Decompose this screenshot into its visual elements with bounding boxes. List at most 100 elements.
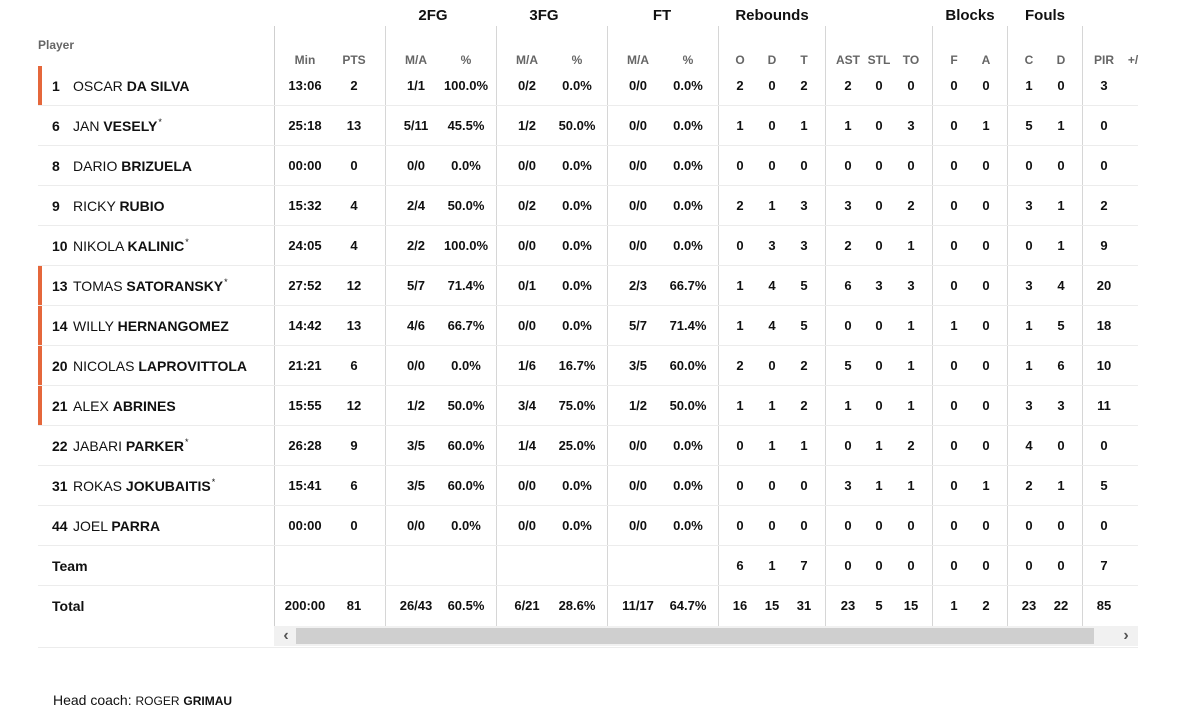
player-name[interactable]: WILLY HERNANGOMEZ	[73, 318, 229, 334]
player-name[interactable]: NIKOLA KALINIC*	[73, 237, 189, 254]
stat-cell: 5	[875, 598, 883, 613]
stat-cell: 0/0	[517, 518, 537, 533]
stat-cell: 1	[1025, 318, 1033, 333]
column-header: %	[460, 53, 472, 67]
stat-cell: 0/0	[628, 438, 648, 453]
stat-cell: 7	[800, 558, 808, 573]
stat-cell: 24:05	[288, 238, 322, 253]
player-last-name: HERNANGOMEZ	[117, 318, 229, 334]
stat-cell: 13	[346, 118, 362, 133]
row-divider	[38, 545, 1138, 546]
player-first-name: NIKOLA	[73, 238, 124, 254]
stat-cell: 1	[844, 118, 852, 133]
stat-cell: 0	[1025, 158, 1033, 173]
table-row[interactable]: 10 NIKOLA KALINIC* 24:05 4 2/2 100.0% 0/0 0.0% 0…	[38, 226, 1138, 266]
player-name[interactable]: OSCAR DA SILVA	[73, 78, 189, 94]
player-name[interactable]: JABARI PARKER*	[73, 437, 189, 454]
stat-cell: 0.0%	[673, 118, 703, 133]
stat-cell: 3/5	[406, 478, 426, 493]
stat-cell: 0	[1057, 158, 1065, 173]
stat-cell: 0.0%	[451, 358, 481, 373]
team-row-label: Team	[52, 558, 88, 574]
player-last-name: JOKUBAITIS	[125, 478, 211, 494]
stat-cell: 0	[1057, 438, 1065, 453]
stat-cell: 1	[1057, 198, 1065, 213]
table-row[interactable]: 13 TOMAS SATORANSKY* 27:52 12 5/7 71.4% 0/1 0.0…	[38, 266, 1138, 306]
row-divider	[38, 385, 1138, 386]
stat-cell: 0.0%	[562, 518, 592, 533]
stat-cell: 1	[800, 438, 808, 453]
stat-cell: 60.0%	[669, 358, 707, 373]
stat-cell: 1	[950, 318, 958, 333]
stat-cell: 85	[1096, 598, 1112, 613]
player-number: 21	[52, 398, 68, 414]
player-name[interactable]: RICKY RUBIO	[73, 198, 165, 214]
table-row[interactable]: 6 JAN VESELY* 25:18 13 5/11 45.5% 1/2 50.0% 0/0 0…	[38, 106, 1138, 146]
stat-cell: 1	[768, 438, 776, 453]
player-name[interactable]: DARIO BRIZUELA	[73, 158, 192, 174]
row-divider	[38, 505, 1138, 506]
scroll-right-arrow[interactable]: ›	[1123, 627, 1129, 644]
stat-cell: 0.0%	[673, 238, 703, 253]
stat-cell: 1/4	[517, 438, 537, 453]
player-name[interactable]: TOMAS SATORANSKY*	[73, 277, 228, 294]
stat-cell: 5	[800, 278, 808, 293]
player-last-name: DA SILVA	[126, 78, 190, 94]
stat-cell: 1/2	[406, 398, 426, 413]
table-row[interactable]: 22 JABARI PARKER* 26:28 9 3/5 60.0% 1/4 25.0% 0/…	[38, 426, 1138, 466]
stat-cell: 3	[907, 278, 915, 293]
table-row[interactable]: 20 NICOLAS LAPROVITTOLA 21:21 6 0/0 0.0% 1/6 16…	[38, 346, 1138, 386]
stat-cell: 9	[350, 438, 358, 453]
column-divider	[607, 26, 608, 626]
stat-cell: 0/1	[517, 278, 537, 293]
total-row-label: Total	[52, 598, 85, 614]
stat-cell: 26/43	[399, 598, 433, 613]
table-row[interactable]: 9 RICKY RUBIO 15:32 4 2/4 50.0% 0/2 0.0% 0/0 0.0%…	[38, 186, 1138, 226]
table-row[interactable]: 21 ALEX ABRINES 15:55 12 1/2 50.0% 3/4 75.0% 1/2…	[38, 386, 1138, 426]
stat-cell: 22	[1053, 598, 1069, 613]
column-header: T	[800, 53, 808, 67]
group-header-3fg: 3FG	[529, 7, 559, 24]
player-name[interactable]: JOEL PARRA	[73, 518, 160, 534]
stat-cell: 2/3	[628, 278, 648, 293]
column-divider	[496, 26, 497, 626]
player-first-name: JABARI	[73, 438, 123, 454]
stat-cell: 1	[736, 398, 744, 413]
table-row[interactable]: 8 DARIO BRIZUELA 00:00 0 0/0 0.0% 0/0 0.0% 0/0 0.…	[38, 146, 1138, 186]
stat-cell: 3	[1025, 278, 1033, 293]
stat-cell: 0	[768, 518, 776, 533]
column-header: PTS	[342, 53, 366, 67]
stat-cell: 1	[736, 118, 744, 133]
table-row[interactable]: 1 OSCAR DA SILVA 13:06 2 1/1 100.0% 0/2 0.0% 0/0…	[38, 66, 1138, 106]
stat-cell: 2	[1025, 478, 1033, 493]
stat-cell: 0	[768, 78, 776, 93]
stat-cell: 0	[875, 158, 883, 173]
stat-cell: 3	[907, 118, 915, 133]
table-row[interactable]: 44 JOEL PARRA 00:00 0 0/0 0.0% 0/0 0.0% 0/0 0.0% 0…	[38, 506, 1138, 546]
player-last-name: VESELY	[103, 118, 158, 134]
stat-cell: 0	[1057, 558, 1065, 573]
player-name[interactable]: ALEX ABRINES	[73, 398, 176, 414]
stat-cell: 0	[1100, 518, 1108, 533]
column-divider	[932, 26, 933, 626]
player-name[interactable]: JAN VESELY*	[73, 117, 162, 134]
player-number: 31	[52, 478, 68, 494]
scrollbar-thumb[interactable]	[296, 628, 1094, 644]
stat-cell: 11	[1097, 398, 1111, 413]
stat-cell: 0/2	[517, 78, 537, 93]
stat-cell: 6	[844, 278, 852, 293]
stat-cell: 0	[950, 358, 958, 373]
stat-cell: 0	[844, 438, 852, 453]
stat-cell: 0	[1025, 238, 1033, 253]
stat-cell: 23	[840, 598, 856, 613]
column-header: +/	[1127, 53, 1139, 67]
horizontal-scrollbar[interactable]: ‹ ›	[274, 626, 1138, 646]
stat-cell: 1/1	[406, 78, 426, 93]
table-row[interactable]: 31 ROKAS JOKUBAITIS* 15:41 6 3/5 60.0% 0/0 0.0%…	[38, 466, 1138, 506]
player-name[interactable]: NICOLAS LAPROVITTOLA	[73, 358, 247, 374]
player-name[interactable]: ROKAS JOKUBAITIS*	[73, 477, 215, 494]
player-mark: *	[158, 117, 162, 127]
player-last-name: KALINIC	[127, 238, 185, 254]
scroll-left-arrow[interactable]: ‹	[283, 627, 289, 644]
table-row[interactable]: 14 WILLY HERNANGOMEZ 14:42 13 4/6 66.7% 0/0 0.0…	[38, 306, 1138, 346]
